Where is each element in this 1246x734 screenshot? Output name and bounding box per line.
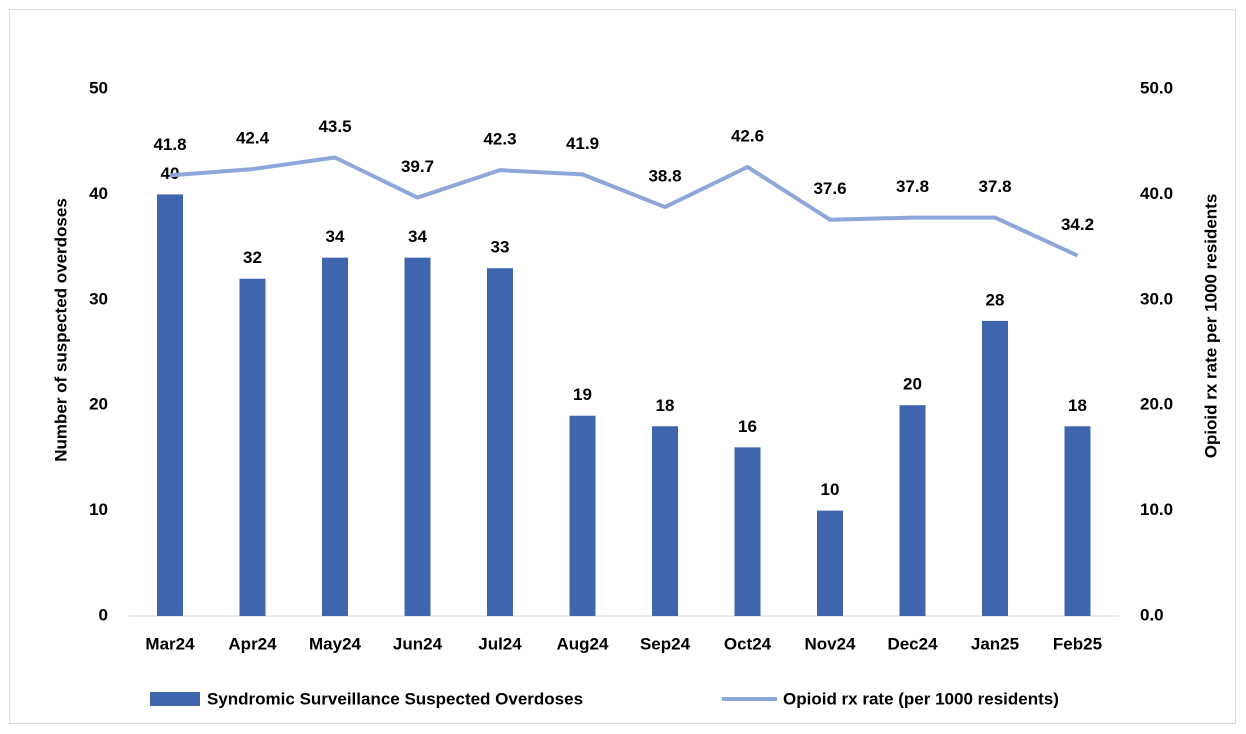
bar: [652, 426, 678, 616]
y2-tick-label: 10.0: [1140, 500, 1173, 519]
y2-axis-title: Opioid rx rate per 1000 residents: [1201, 194, 1220, 459]
y-tick-label: 40: [89, 184, 108, 203]
line-value-label: 37.8: [978, 177, 1011, 196]
bar: [817, 510, 843, 616]
x-tick-label: Jan25: [971, 634, 1019, 653]
x-tick-label: Mar24: [145, 634, 195, 653]
line-value-label: 41.9: [566, 134, 599, 153]
y2-tick-label: 20.0: [1140, 395, 1173, 414]
x-tick-label: Oct24: [724, 634, 772, 653]
bar: [487, 268, 513, 616]
y2-tick-label: 30.0: [1140, 289, 1173, 308]
bar-value-label: 18: [656, 396, 675, 415]
x-tick-label: Sep24: [640, 634, 691, 653]
bar: [982, 320, 1008, 616]
legend-label: Opioid rx rate (per 1000 residents): [783, 689, 1059, 708]
y2-tick-label: 40.0: [1140, 184, 1173, 203]
x-tick-label: Jul24: [478, 634, 522, 653]
x-tick-label: Nov24: [804, 634, 856, 653]
x-tick-label: May24: [309, 634, 362, 653]
line-value-label: 42.6: [731, 126, 764, 145]
bar: [322, 257, 348, 616]
line: [169, 155, 1079, 258]
bar: [239, 278, 266, 616]
y-tick-label: 0: [99, 605, 108, 624]
bar: [1064, 426, 1091, 616]
line-value-label: 34.2: [1061, 215, 1094, 234]
bar-value-label: 20: [903, 375, 922, 394]
x-tick-label: Aug24: [557, 634, 610, 653]
bar-value-label: 33: [491, 238, 510, 257]
x-tick-label: Feb25: [1053, 634, 1102, 653]
y-tick-label: 20: [89, 395, 108, 414]
bar: [734, 447, 761, 616]
line-value-label: 41.8: [153, 135, 186, 154]
legend-label: Syndromic Surveillance Suspected Overdos…: [207, 689, 583, 708]
y-tick-label: 10: [89, 500, 108, 519]
bar: [569, 415, 596, 616]
x-tick-label: Dec24: [887, 634, 938, 653]
y-axis-title: Number of suspected overdoses: [51, 198, 70, 462]
y-tick-label: 30: [89, 289, 108, 308]
bar-value-label: 10: [821, 480, 840, 499]
line-value-label: 42.4: [236, 129, 270, 148]
bar-value-label: 28: [986, 290, 1005, 309]
line-value-label: 37.6: [813, 179, 846, 198]
bar-value-label: 18: [1068, 396, 1087, 415]
line-value-label: 39.7: [401, 157, 434, 176]
bar-value-label: 34: [408, 227, 427, 246]
line-value-label: 38.8: [648, 167, 681, 186]
x-tick-label: Jun24: [393, 634, 443, 653]
line-value-label: 43.5: [318, 117, 351, 136]
bar: [157, 194, 183, 616]
line-value-label: 42.3: [483, 130, 516, 149]
chart-border: [9, 9, 1236, 724]
bar: [899, 405, 926, 616]
line-value-label: 37.8: [896, 177, 929, 196]
bar-value-label: 34: [326, 227, 345, 246]
bar-value-label: 16: [738, 417, 757, 436]
bar-value-label: 19: [573, 385, 592, 404]
bar-value-label: 32: [243, 248, 262, 267]
bar: [404, 257, 431, 616]
y2-tick-label: 50.0: [1140, 78, 1173, 97]
y2-tick-label: 0.0: [1140, 605, 1164, 624]
x-tick-label: Apr24: [228, 634, 277, 653]
bar-value-label: 40: [161, 164, 180, 183]
y-tick-label: 50: [89, 78, 108, 97]
legend-swatch: [150, 692, 200, 706]
